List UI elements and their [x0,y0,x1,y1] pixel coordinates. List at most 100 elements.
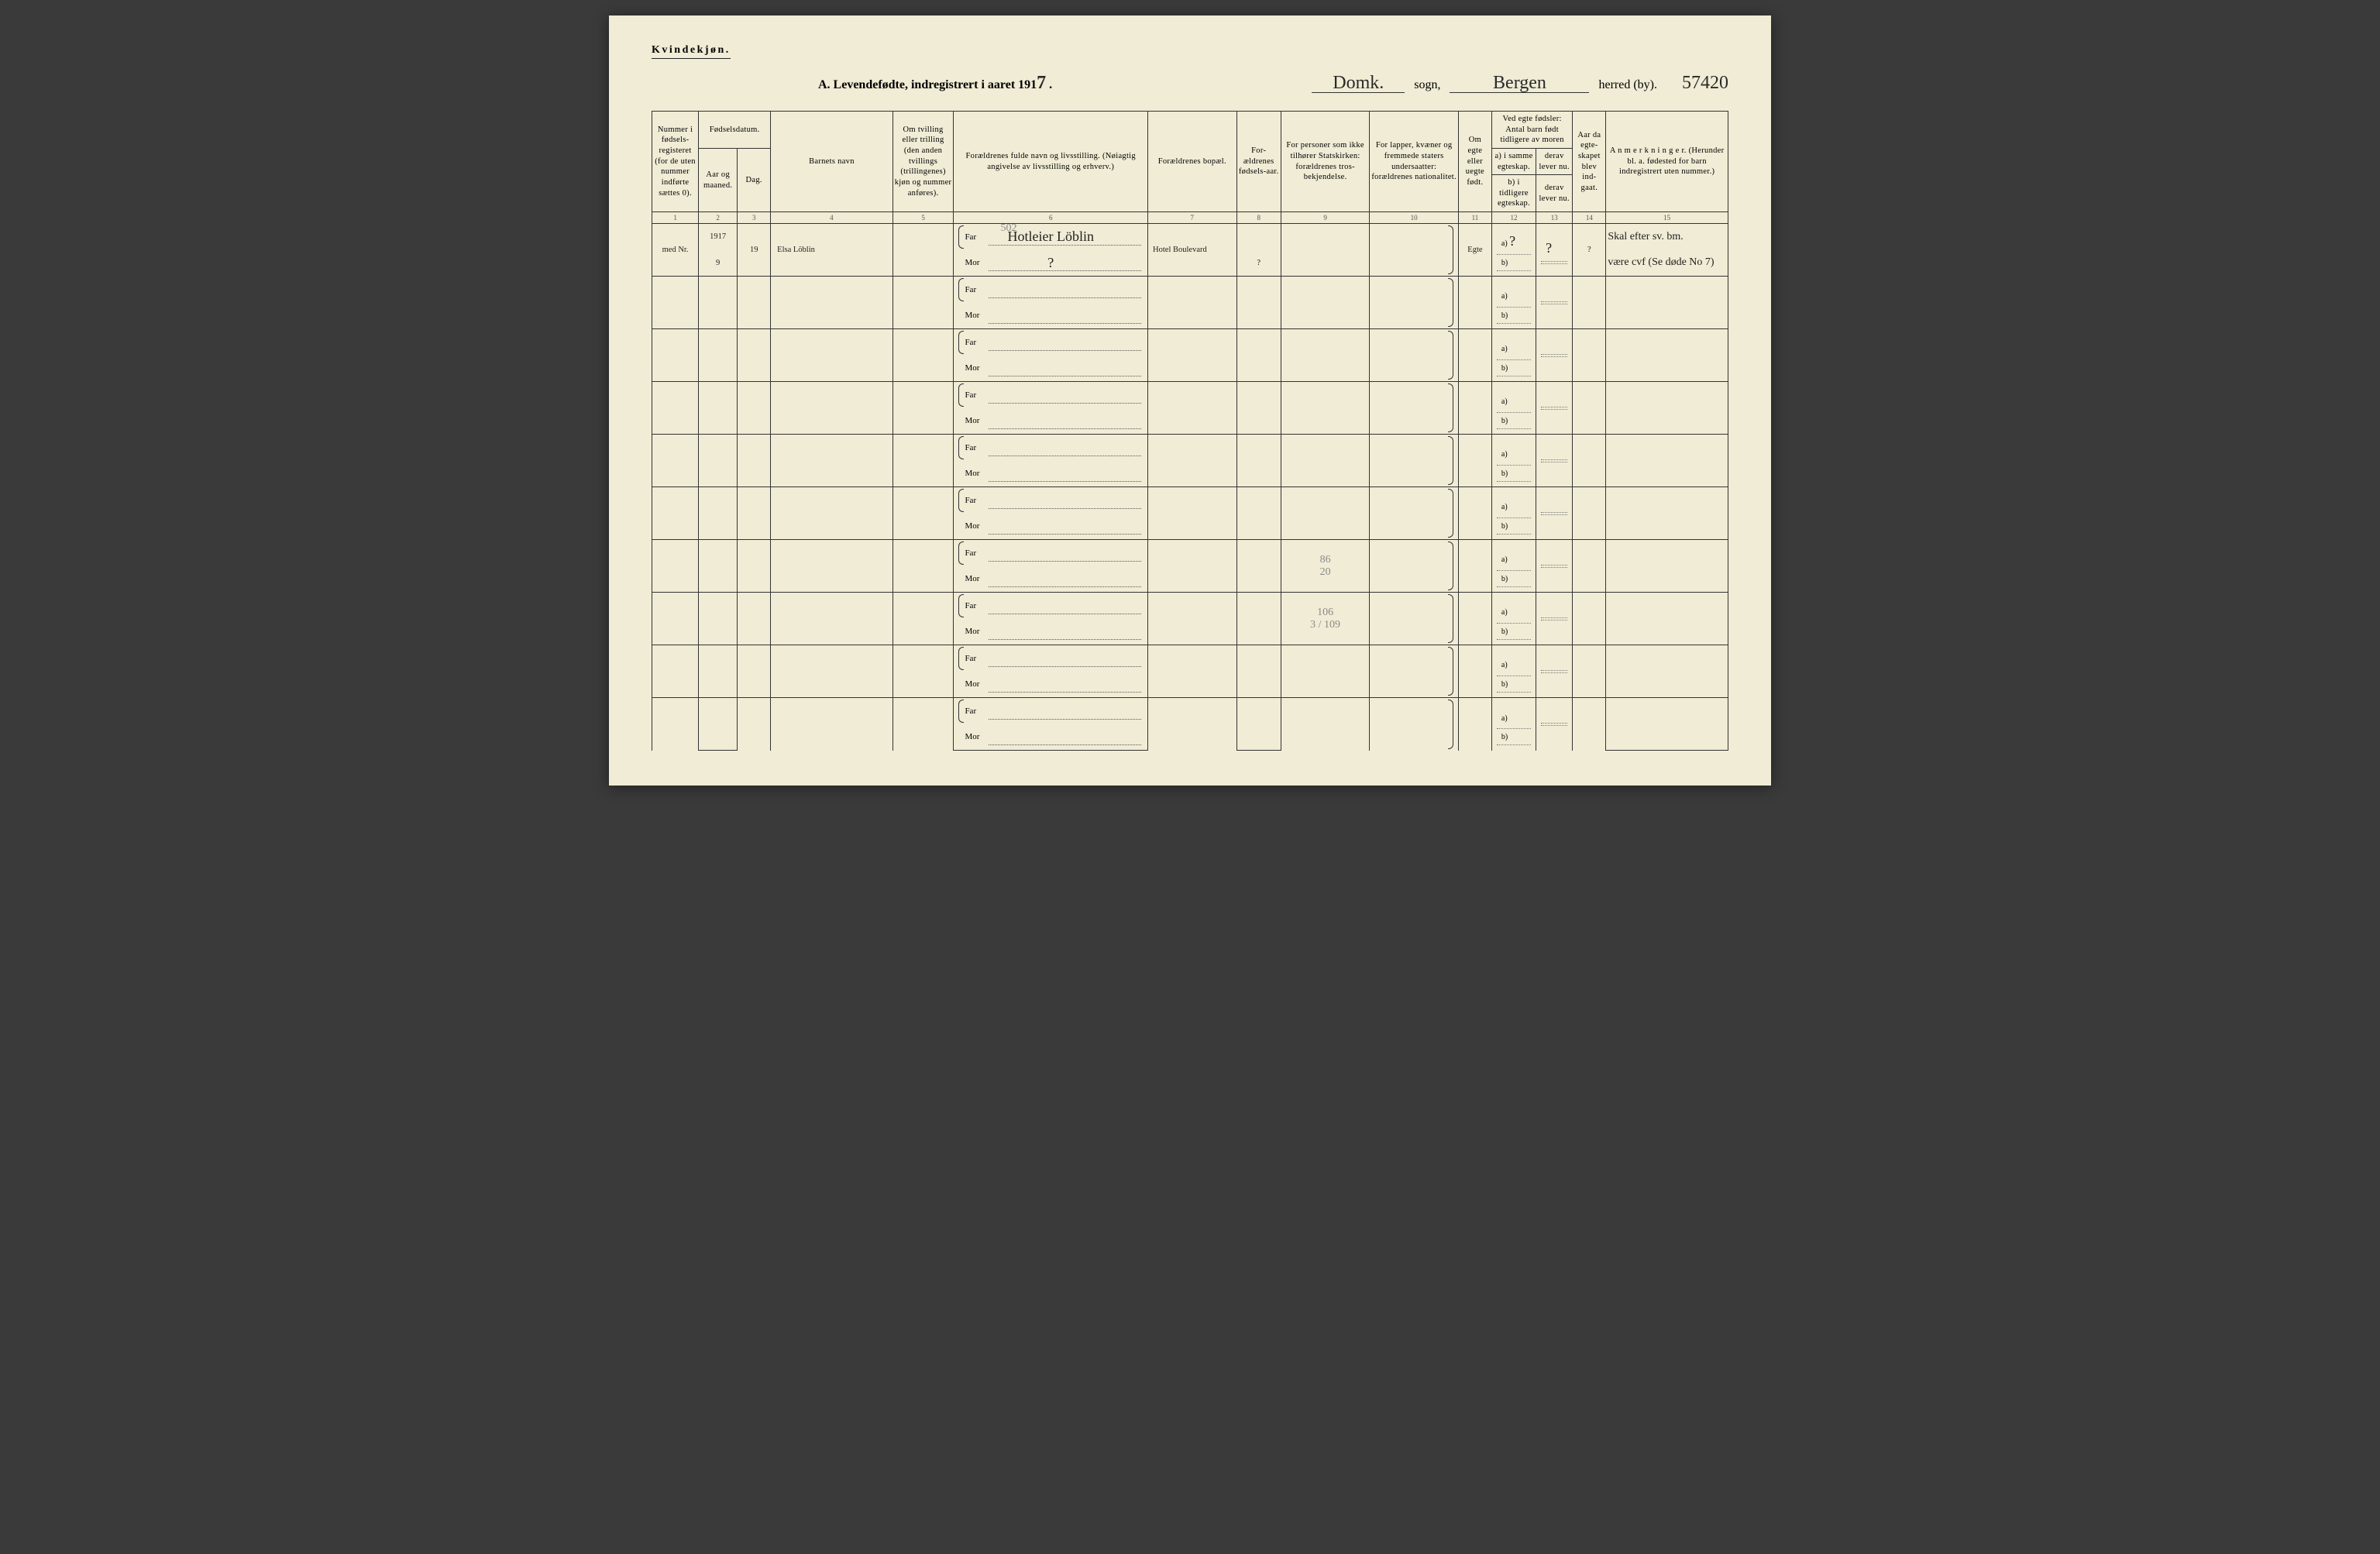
cell [1281,645,1370,698]
cell [1458,487,1491,540]
cell [892,645,954,698]
colnum: 9 [1281,212,1370,224]
title-prefix: A. Levendefødte, indregistrert i aaret 1… [818,78,1037,91]
cell [1281,329,1370,382]
cell [892,329,954,382]
page-code: 57420 [1682,73,1728,94]
cell [699,277,738,303]
cell [652,698,699,751]
cell [738,329,771,382]
cell [1236,356,1281,382]
colnum: 5 [892,212,954,224]
colnum: 13 [1536,212,1573,224]
cell [699,672,738,698]
cell [1281,435,1370,487]
cell [892,382,954,435]
cell [1148,435,1237,487]
cell [892,224,954,277]
colnum: 11 [1458,212,1491,224]
cell [699,645,738,672]
cell [699,435,738,461]
cell [1606,303,1728,329]
cell [738,698,771,751]
parent-far-cell: Far [954,698,1148,724]
cell: med Nr. [652,224,699,277]
cell: 1063 / 109 [1281,593,1370,645]
cell [1606,566,1728,593]
cell [699,593,738,619]
colnum: 15 [1606,212,1728,224]
cell [738,435,771,487]
table-body: med Nr.191719Elsa Löblin502FarHotleier L… [652,224,1728,751]
cell [892,435,954,487]
cell [1606,645,1728,672]
cell [699,619,738,645]
cell [652,487,699,540]
cell [738,277,771,329]
parent-mor-cell: Mor [954,408,1148,435]
cell [738,593,771,645]
cell [1236,303,1281,329]
cell [1236,514,1281,540]
cell [771,698,893,751]
colnum: 10 [1370,212,1459,224]
cell [892,487,954,540]
cell [1236,277,1281,303]
cell [699,382,738,408]
parent-far-cell: 502FarHotleier Löblin [954,224,1148,250]
parent-far-cell: Far [954,329,1148,356]
column-numbers-row: 1 2 3 4 5 6 7 8 9 10 11 12 13 14 15 [652,212,1728,224]
cell [652,277,699,329]
cell [1236,593,1281,619]
cell: 9 [699,250,738,277]
cell [1148,698,1237,751]
col-12a: a) i samme egteskap. [1491,148,1536,174]
cell [652,435,699,487]
register-table: Nummer i fødsels-registeret (for de uten… [652,111,1728,751]
cell [1148,540,1237,593]
cell [1236,461,1281,487]
cell [1606,329,1728,356]
cell: 1917 [699,224,738,250]
cell [1573,645,1606,698]
cell [1148,329,1237,382]
cell [1606,593,1728,619]
cell [1458,329,1491,382]
col-3: Dag. [738,148,771,211]
cell [1281,698,1370,751]
cell [1236,724,1281,751]
cell [1236,329,1281,356]
parent-mor-cell: Mor? [954,250,1148,277]
cell [771,487,893,540]
col-14: Aar da egte-skapet blev ind-gaat. [1573,112,1606,212]
col-5: Om tvilling eller trilling (den anden tv… [892,112,954,212]
cell [1148,277,1237,329]
col-10: For lapper, kvæner og fremmede staters u… [1370,112,1459,212]
sogn-label: sogn, [1414,78,1440,92]
cell [1236,566,1281,593]
cell [1236,698,1281,724]
cell [738,382,771,435]
colnum: 4 [771,212,893,224]
cell [1606,408,1728,435]
cell [1573,593,1606,645]
parent-mor-cell: Mor [954,461,1148,487]
cell [892,277,954,329]
sogn-value: Domk. [1312,73,1405,93]
cell: 19 [738,224,771,277]
title-row: A. Levendefødte, indregistrert i aaret 1… [652,73,1728,94]
col-13a: derav lever nu. [1536,148,1573,174]
cell [1148,645,1237,698]
cell [699,514,738,540]
parent-far-cell: Far [954,540,1148,566]
cell [1236,672,1281,698]
cell [699,461,738,487]
cell [652,593,699,645]
cell [1281,382,1370,435]
cell [1606,724,1728,751]
cell [699,303,738,329]
parent-mor-cell: Mor [954,566,1148,593]
cell: 8620 [1281,540,1370,593]
cell [1458,540,1491,593]
col-6: Forældrenes fulde navn og livsstilling. … [954,112,1148,212]
